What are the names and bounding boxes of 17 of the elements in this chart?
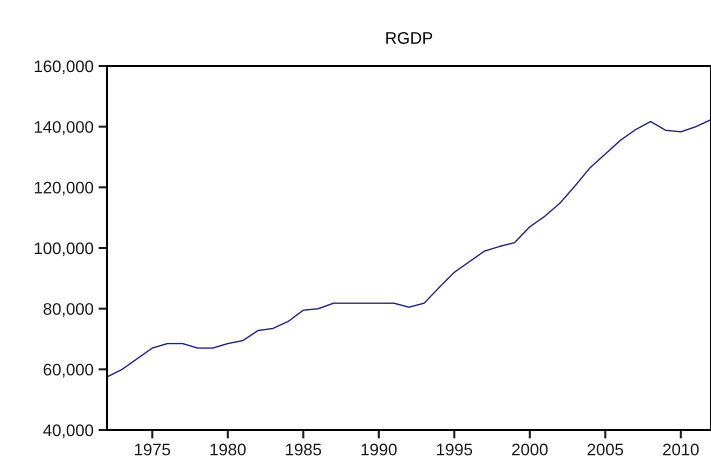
y-tick-label: 160,000 bbox=[34, 60, 94, 74]
y-tick-label: 80,000 bbox=[44, 303, 94, 317]
line-series bbox=[107, 118, 711, 378]
chart-title: RGDP bbox=[386, 32, 432, 44]
x-tick-label: 2005 bbox=[588, 444, 624, 456]
y-tick-label: 140,000 bbox=[34, 121, 94, 135]
x-tick-label: 1995 bbox=[437, 444, 472, 456]
y-tick-label: 100,000 bbox=[34, 242, 94, 256]
x-tick-label: 2000 bbox=[512, 444, 548, 456]
y-tick-label: 60,000 bbox=[44, 364, 94, 378]
x-tick-label: 1975 bbox=[135, 444, 170, 456]
x-tick-label: 1980 bbox=[210, 444, 246, 456]
x-tick-label: 1985 bbox=[286, 444, 322, 456]
y-tick-label: 40,000 bbox=[43, 424, 94, 438]
x-tick-label: 1990 bbox=[362, 444, 397, 456]
x-tick-label: 2010 bbox=[663, 444, 699, 456]
y-tick-label: 120,000 bbox=[34, 182, 94, 196]
